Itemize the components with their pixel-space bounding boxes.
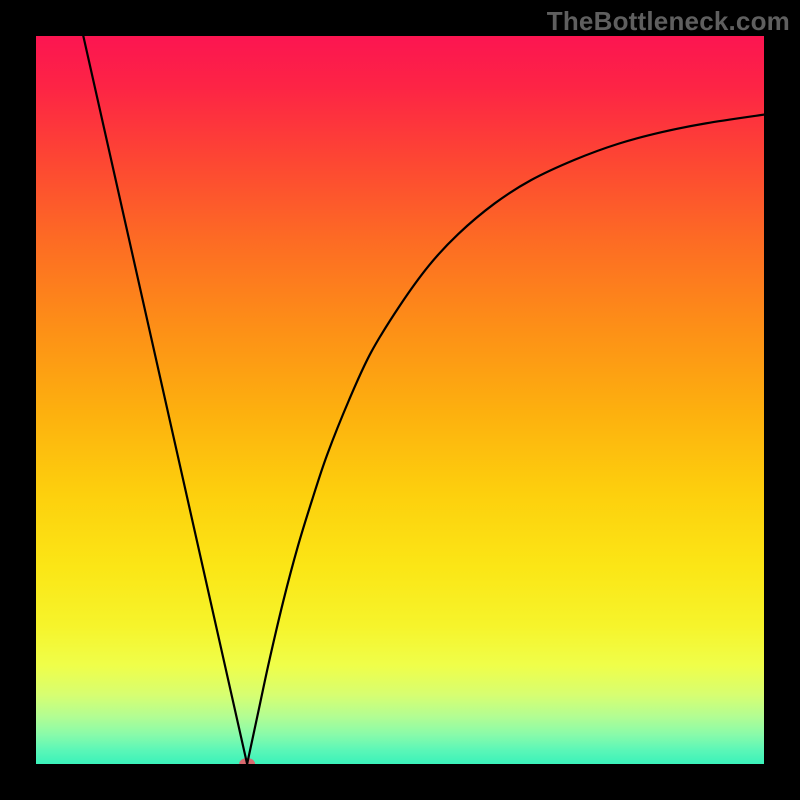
watermark-text: TheBottleneck.com [547,6,790,37]
gradient-background [36,36,764,764]
bottleneck-chart [36,36,764,764]
